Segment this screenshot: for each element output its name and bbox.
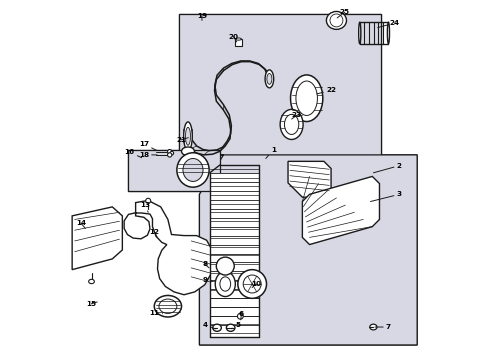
Polygon shape [72,207,122,270]
Text: 5: 5 [231,322,241,329]
Text: 8: 8 [202,261,209,268]
Ellipse shape [159,299,177,314]
Text: 9: 9 [202,278,213,283]
Ellipse shape [183,158,203,181]
Text: 4: 4 [203,322,216,329]
Polygon shape [199,155,417,345]
Ellipse shape [280,109,303,139]
Text: 16: 16 [124,149,142,158]
Ellipse shape [238,270,267,298]
Text: 2: 2 [373,163,402,173]
Ellipse shape [146,198,151,203]
Polygon shape [199,155,417,345]
Polygon shape [179,14,381,161]
Bar [235,39,242,46]
Text: 15: 15 [86,301,97,307]
Text: 18: 18 [139,152,157,158]
Ellipse shape [291,75,323,122]
Ellipse shape [265,70,274,88]
Ellipse shape [213,324,221,331]
Text: 3: 3 [370,192,402,202]
Text: 11: 11 [149,310,163,316]
Ellipse shape [181,147,195,156]
Ellipse shape [236,38,242,40]
Polygon shape [128,149,220,191]
Ellipse shape [89,279,95,284]
Text: 14: 14 [76,220,86,228]
Polygon shape [128,149,220,191]
Ellipse shape [388,22,390,44]
Text: 12: 12 [149,229,160,237]
Ellipse shape [267,73,272,84]
Text: 7: 7 [375,324,391,330]
Text: 1: 1 [266,147,276,158]
Ellipse shape [330,14,343,27]
Ellipse shape [168,153,172,157]
Ellipse shape [186,127,191,145]
Ellipse shape [168,149,172,154]
Ellipse shape [154,296,181,317]
Polygon shape [124,201,214,295]
Ellipse shape [243,275,261,293]
Ellipse shape [220,277,231,291]
Ellipse shape [285,114,299,134]
Ellipse shape [216,257,234,275]
Polygon shape [288,161,331,197]
Ellipse shape [296,81,318,116]
Bar [210,173,259,337]
Ellipse shape [177,153,209,187]
Ellipse shape [170,151,173,155]
Text: 23: 23 [292,112,302,119]
Ellipse shape [326,12,346,30]
Ellipse shape [215,271,235,297]
Text: 22: 22 [317,87,336,94]
Polygon shape [302,176,379,244]
Ellipse shape [226,324,235,331]
Text: 13: 13 [140,202,150,212]
Text: 19: 19 [197,13,207,21]
Ellipse shape [184,122,192,150]
Ellipse shape [359,22,361,44]
Ellipse shape [370,324,377,330]
Polygon shape [179,14,381,161]
Text: 6: 6 [239,311,244,320]
Text: 25: 25 [337,9,350,18]
Text: 17: 17 [139,141,157,150]
Ellipse shape [238,314,243,319]
Text: 21: 21 [176,137,188,143]
Text: 20: 20 [228,33,239,42]
Text: 10: 10 [251,281,261,288]
Text: 24: 24 [378,20,400,28]
